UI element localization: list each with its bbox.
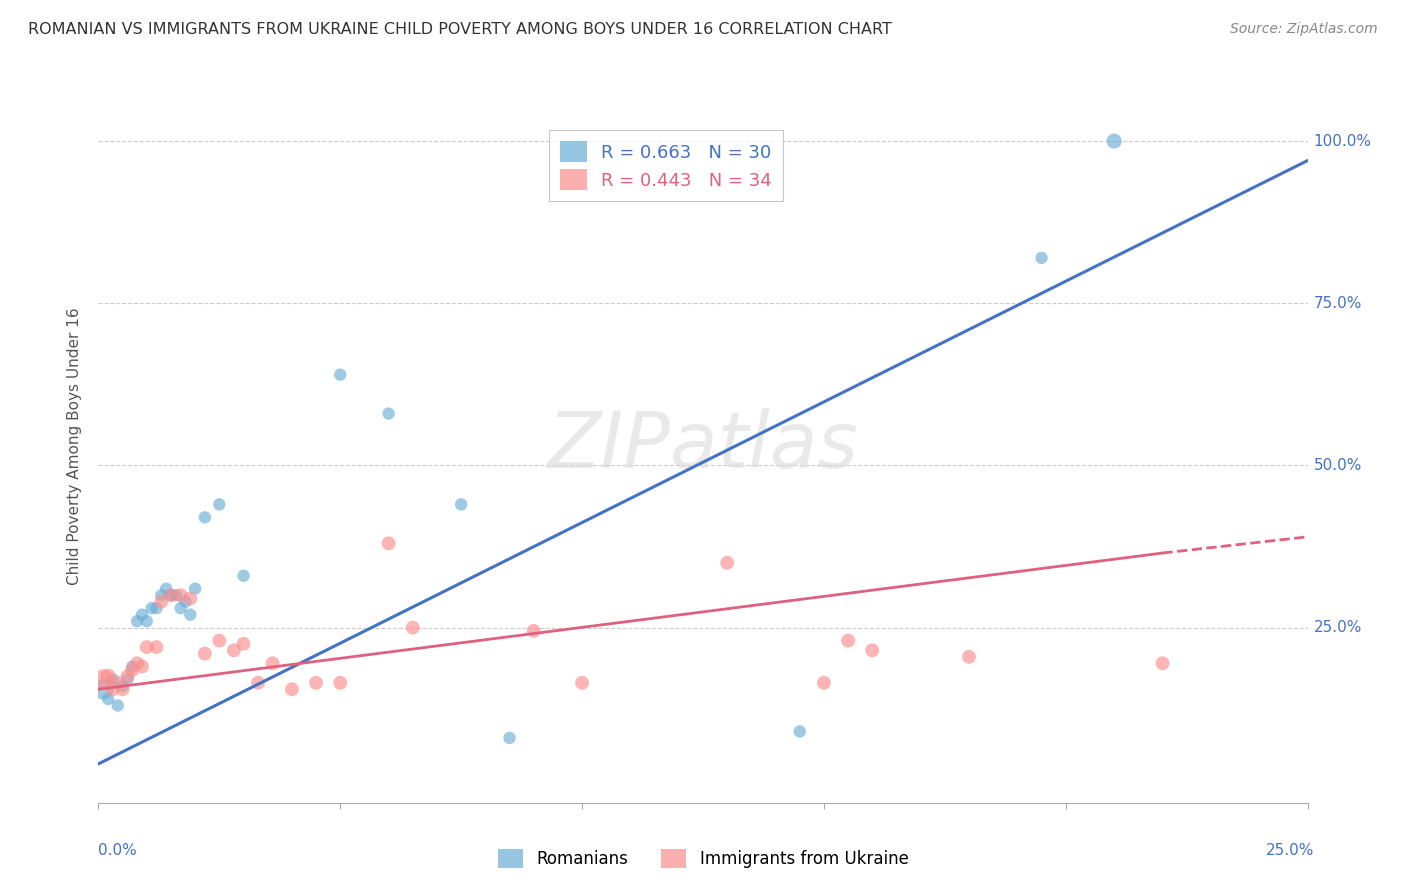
- Point: [169, 601, 191, 615]
- Point: [107, 698, 129, 713]
- Point: [402, 621, 425, 635]
- Point: [117, 669, 139, 683]
- Point: [91, 682, 114, 697]
- Point: [135, 614, 157, 628]
- Point: [97, 692, 120, 706]
- Point: [329, 675, 352, 690]
- Point: [194, 647, 217, 661]
- Point: [111, 679, 134, 693]
- Point: [174, 595, 197, 609]
- Point: [377, 536, 399, 550]
- Point: [305, 675, 328, 690]
- Point: [179, 607, 201, 622]
- Legend: Romanians, Immigrants from Ukraine: Romanians, Immigrants from Ukraine: [491, 842, 915, 875]
- Text: ROMANIAN VS IMMIGRANTS FROM UKRAINE CHILD POVERTY AMONG BOYS UNDER 16 CORRELATIO: ROMANIAN VS IMMIGRANTS FROM UKRAINE CHIL…: [28, 22, 891, 37]
- Point: [145, 601, 167, 615]
- Text: 75.0%: 75.0%: [1313, 296, 1362, 310]
- Point: [1152, 657, 1174, 671]
- Point: [135, 640, 157, 654]
- Point: [813, 675, 835, 690]
- Point: [222, 643, 245, 657]
- Point: [169, 588, 191, 602]
- Point: [789, 724, 811, 739]
- Point: [179, 591, 201, 606]
- Point: [247, 675, 270, 690]
- Point: [91, 673, 114, 687]
- Point: [111, 682, 134, 697]
- Point: [160, 588, 183, 602]
- Text: ZIPatlas: ZIPatlas: [547, 408, 859, 484]
- Point: [208, 497, 231, 511]
- Point: [860, 643, 883, 657]
- Point: [1031, 251, 1053, 265]
- Point: [107, 675, 129, 690]
- Text: Source: ZipAtlas.com: Source: ZipAtlas.com: [1230, 22, 1378, 37]
- Point: [232, 637, 254, 651]
- Point: [184, 582, 207, 596]
- Point: [131, 607, 153, 622]
- Point: [571, 675, 593, 690]
- Point: [262, 657, 284, 671]
- Text: 50.0%: 50.0%: [1313, 458, 1362, 473]
- Point: [121, 663, 143, 677]
- Point: [155, 582, 177, 596]
- Text: 100.0%: 100.0%: [1313, 134, 1372, 149]
- Legend: R = 0.663   N = 30, R = 0.443   N = 34: R = 0.663 N = 30, R = 0.443 N = 34: [548, 130, 783, 201]
- Text: 25.0%: 25.0%: [1313, 620, 1362, 635]
- Point: [141, 601, 163, 615]
- Point: [127, 657, 149, 671]
- Point: [101, 682, 124, 697]
- Point: [1102, 134, 1125, 148]
- Point: [121, 659, 143, 673]
- Point: [208, 633, 231, 648]
- Point: [127, 614, 149, 628]
- Text: 25.0%: 25.0%: [1267, 843, 1315, 858]
- Point: [837, 633, 859, 648]
- Point: [232, 568, 254, 582]
- Point: [716, 556, 738, 570]
- Text: 0.0%: 0.0%: [98, 843, 138, 858]
- Point: [145, 640, 167, 654]
- Point: [97, 669, 120, 683]
- Point: [160, 588, 183, 602]
- Point: [150, 595, 173, 609]
- Point: [150, 588, 173, 602]
- Point: [523, 624, 546, 638]
- Point: [450, 497, 472, 511]
- Point: [194, 510, 217, 524]
- Point: [329, 368, 352, 382]
- Point: [117, 673, 139, 687]
- Point: [281, 682, 304, 697]
- Point: [957, 649, 980, 664]
- Point: [498, 731, 520, 745]
- Point: [377, 407, 399, 421]
- Y-axis label: Child Poverty Among Boys Under 16: Child Poverty Among Boys Under 16: [67, 307, 83, 585]
- Point: [165, 588, 187, 602]
- Point: [131, 659, 153, 673]
- Point: [101, 673, 124, 687]
